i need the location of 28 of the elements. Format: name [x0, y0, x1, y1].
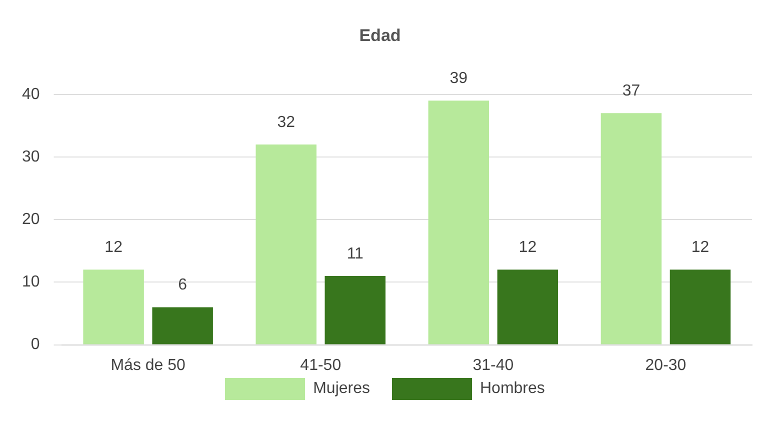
legend-label: Hombres: [480, 380, 545, 398]
data-label: 12: [691, 239, 710, 256]
x-tick-label: Más de 50: [110, 356, 186, 374]
data-label: 12: [518, 239, 537, 256]
bar: [497, 270, 558, 344]
x-tick-label: 41-50: [300, 356, 342, 374]
bar: [152, 307, 213, 344]
data-label: 37: [622, 82, 640, 100]
y-tick-label: 10: [22, 274, 40, 291]
bar: [256, 144, 316, 344]
bar: [324, 276, 386, 344]
data-label: 12: [104, 239, 123, 256]
data-label: 6: [178, 276, 188, 294]
text: Mujeres: [313, 380, 370, 398]
bar: [670, 270, 731, 344]
data-label: 32: [277, 114, 296, 131]
bar: [600, 113, 662, 344]
bar: [83, 270, 144, 344]
y-tick-label: 20: [22, 211, 40, 228]
data-label: 11: [346, 245, 364, 262]
x-tick-label: 31-40: [472, 356, 514, 374]
chart-title: Edad: [359, 26, 401, 45]
bar: [428, 100, 490, 344]
y-tick-label: 40: [22, 86, 40, 103]
data-label: 39: [450, 70, 468, 88]
x-tick-label: 20-30: [645, 356, 686, 374]
y-tick-label: 0: [30, 336, 40, 354]
y-tick-label: 30: [22, 148, 40, 166]
